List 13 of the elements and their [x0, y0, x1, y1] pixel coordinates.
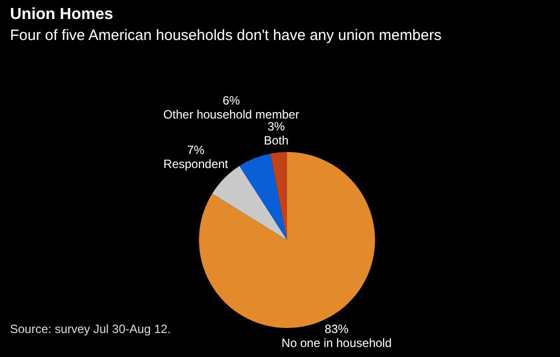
- chart-title: Union Homes: [10, 6, 114, 24]
- pie-slice: [239, 154, 287, 240]
- chart-subtitle: Four of five American households don't have any union members: [10, 27, 442, 44]
- slice-label: Other household member: [163, 108, 300, 122]
- data-label: 7%: [187, 143, 205, 158]
- data-label: 3%: [267, 120, 286, 134]
- source-note: Source: survey Jul 30-Aug 12.: [10, 322, 171, 336]
- data-label: 83%: [324, 322, 349, 336]
- slice-label: Respondent: [163, 157, 229, 172]
- pie-slice: [270, 152, 287, 240]
- slice-label: No one in household: [282, 336, 392, 350]
- data-label: 6%: [222, 94, 240, 108]
- slice-label: Both: [264, 134, 289, 148]
